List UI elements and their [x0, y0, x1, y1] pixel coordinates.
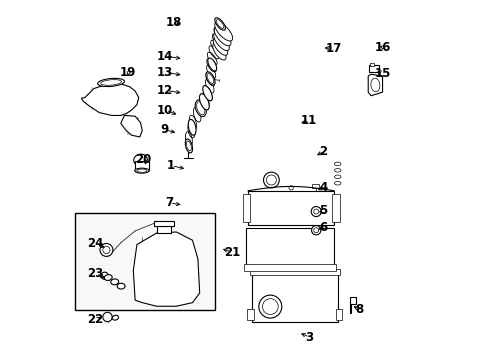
Circle shape — [100, 243, 113, 256]
Ellipse shape — [93, 90, 98, 105]
Text: 11: 11 — [300, 114, 317, 127]
Text: 22: 22 — [87, 313, 103, 327]
Text: 24: 24 — [87, 237, 103, 250]
Bar — [154, 221, 174, 226]
Ellipse shape — [196, 102, 204, 115]
Text: 2: 2 — [319, 145, 327, 158]
Text: 5: 5 — [319, 204, 327, 217]
Text: 15: 15 — [374, 67, 390, 80]
Circle shape — [288, 186, 293, 190]
Polygon shape — [121, 116, 142, 137]
Ellipse shape — [98, 78, 124, 86]
Text: 18: 18 — [165, 16, 182, 29]
Text: 13: 13 — [157, 66, 173, 79]
Circle shape — [266, 175, 276, 185]
Text: 10: 10 — [157, 104, 173, 117]
Bar — [311, 184, 319, 188]
Bar — [368, 65, 379, 72]
Text: 9: 9 — [161, 123, 169, 136]
Ellipse shape — [207, 58, 216, 71]
Bar — [247, 191, 333, 225]
Bar — [335, 309, 341, 320]
Ellipse shape — [195, 100, 206, 117]
Ellipse shape — [125, 92, 130, 107]
Ellipse shape — [370, 78, 379, 92]
Ellipse shape — [133, 154, 147, 166]
Circle shape — [258, 295, 281, 318]
Ellipse shape — [207, 73, 213, 84]
Bar — [249, 269, 339, 275]
Ellipse shape — [213, 33, 229, 50]
Polygon shape — [133, 232, 199, 306]
Text: 20: 20 — [135, 153, 151, 166]
Ellipse shape — [216, 19, 224, 28]
Text: 19: 19 — [120, 66, 136, 79]
Polygon shape — [81, 84, 139, 116]
Circle shape — [262, 299, 278, 315]
Circle shape — [311, 226, 320, 235]
Ellipse shape — [101, 80, 121, 85]
Text: 12: 12 — [157, 84, 173, 97]
Ellipse shape — [137, 169, 147, 172]
Polygon shape — [156, 226, 171, 233]
Ellipse shape — [214, 27, 230, 46]
Text: 4: 4 — [319, 181, 327, 194]
Bar — [332, 194, 339, 222]
Bar — [242, 194, 249, 222]
Text: 14: 14 — [156, 50, 173, 63]
Ellipse shape — [214, 18, 225, 30]
Circle shape — [313, 209, 318, 214]
Bar — [247, 309, 253, 320]
Ellipse shape — [199, 94, 209, 110]
Ellipse shape — [110, 279, 119, 285]
Text: 8: 8 — [354, 303, 363, 316]
Ellipse shape — [185, 139, 192, 153]
Text: 7: 7 — [165, 197, 173, 210]
Bar — [246, 228, 333, 266]
Ellipse shape — [117, 283, 125, 289]
Circle shape — [102, 246, 110, 253]
Ellipse shape — [135, 168, 149, 173]
Circle shape — [101, 272, 108, 279]
Bar — [251, 270, 337, 321]
Ellipse shape — [186, 141, 191, 151]
Ellipse shape — [212, 43, 225, 60]
Bar — [135, 161, 148, 170]
Ellipse shape — [214, 22, 232, 41]
Text: 3: 3 — [305, 330, 312, 343]
Ellipse shape — [104, 275, 112, 280]
Text: 17: 17 — [325, 41, 341, 54]
Circle shape — [310, 207, 321, 217]
Ellipse shape — [205, 72, 215, 85]
Text: 6: 6 — [319, 221, 327, 234]
Polygon shape — [367, 74, 382, 96]
Ellipse shape — [203, 86, 212, 101]
Circle shape — [313, 228, 318, 233]
Bar — [369, 63, 373, 66]
Text: 16: 16 — [374, 41, 390, 54]
Circle shape — [263, 172, 279, 188]
Text: 23: 23 — [87, 267, 103, 280]
Bar — [244, 264, 335, 271]
Text: 21: 21 — [224, 246, 240, 259]
Text: 1: 1 — [166, 159, 175, 172]
Bar — [75, 213, 215, 310]
Circle shape — [102, 312, 112, 321]
Polygon shape — [349, 297, 355, 313]
Ellipse shape — [112, 315, 118, 320]
Ellipse shape — [188, 120, 196, 135]
Ellipse shape — [213, 38, 227, 55]
